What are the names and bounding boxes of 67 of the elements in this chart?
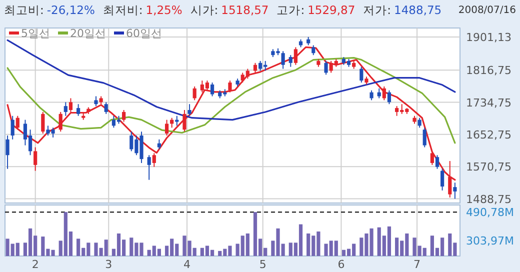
candlestick (370, 90, 374, 101)
candlestick (440, 168, 444, 191)
candlestick (192, 86, 196, 101)
candlestick (387, 90, 392, 105)
text: 저가: (363, 3, 392, 17)
candlestick (64, 102, 68, 116)
candlestick (228, 80, 232, 93)
candlestick (10, 115, 14, 140)
candlestick (104, 102, 108, 114)
candlestick (288, 54, 292, 68)
line-series (6, 57, 456, 144)
candlestick (360, 66, 364, 84)
y-tick-label: 1734,75 (466, 96, 512, 110)
y-tick-label: 303,97M (466, 234, 514, 248)
text: 1518,57 (221, 3, 269, 17)
text: 1488,75 (394, 3, 442, 17)
text: -26,12% (46, 3, 95, 17)
candlestick (324, 60, 328, 76)
candlestick (164, 119, 169, 136)
candlestick (188, 104, 192, 116)
candlestick (435, 154, 440, 170)
candlestick (430, 150, 434, 166)
candlestick (182, 110, 186, 132)
y-tick-label: 1570,75 (466, 160, 512, 174)
candlestick (147, 154, 151, 180)
candlestick (382, 86, 386, 101)
y-tick-label: 1901,13 (466, 30, 512, 44)
legend-label: 5일선 (21, 27, 50, 40)
candlestick (34, 146, 38, 172)
text: 최고비: (4, 3, 44, 17)
legend-label: 20일선 (70, 27, 106, 40)
candlestick (418, 117, 422, 128)
candlestick (422, 127, 426, 148)
text: 시가: (190, 3, 218, 17)
text: 1529,87 (308, 3, 356, 17)
candlestick (281, 50, 285, 70)
y-tick-label: 490,78M (466, 206, 514, 220)
candlestick (122, 110, 126, 122)
text: 고가: (276, 3, 305, 17)
text: 2008/07/16 (458, 5, 516, 16)
candlestick (68, 98, 73, 112)
candlestick (6, 135, 10, 170)
text: 최저비: (102, 3, 143, 17)
y-tick-label: 1488,75 (466, 192, 512, 206)
candlestick (253, 62, 258, 74)
candlestick (76, 104, 80, 116)
candlestick (16, 115, 20, 130)
legend-label: 60일선 (126, 27, 162, 40)
x-tick-label: 5 (259, 258, 266, 271)
y-tick-label: 1652,75 (466, 128, 512, 142)
candlestick (41, 111, 45, 134)
x-tick-label: 2 (32, 258, 39, 271)
candlestick (453, 182, 457, 200)
x-tick-label: 6 (338, 258, 345, 271)
y-tick-label: 1816,75 (466, 64, 512, 78)
x-tick-label: 3 (105, 258, 112, 271)
candlestick (175, 115, 179, 126)
candlestick (58, 111, 62, 132)
candlestick (157, 138, 161, 150)
text: 1,25% (146, 3, 182, 17)
candlestick (312, 44, 316, 56)
candlestick (377, 88, 381, 99)
candlestick (94, 96, 98, 107)
candlestick (210, 82, 214, 97)
candlestick (152, 152, 156, 168)
x-tick-label: 7 (414, 258, 421, 271)
x-tick-label: 4 (184, 258, 190, 271)
